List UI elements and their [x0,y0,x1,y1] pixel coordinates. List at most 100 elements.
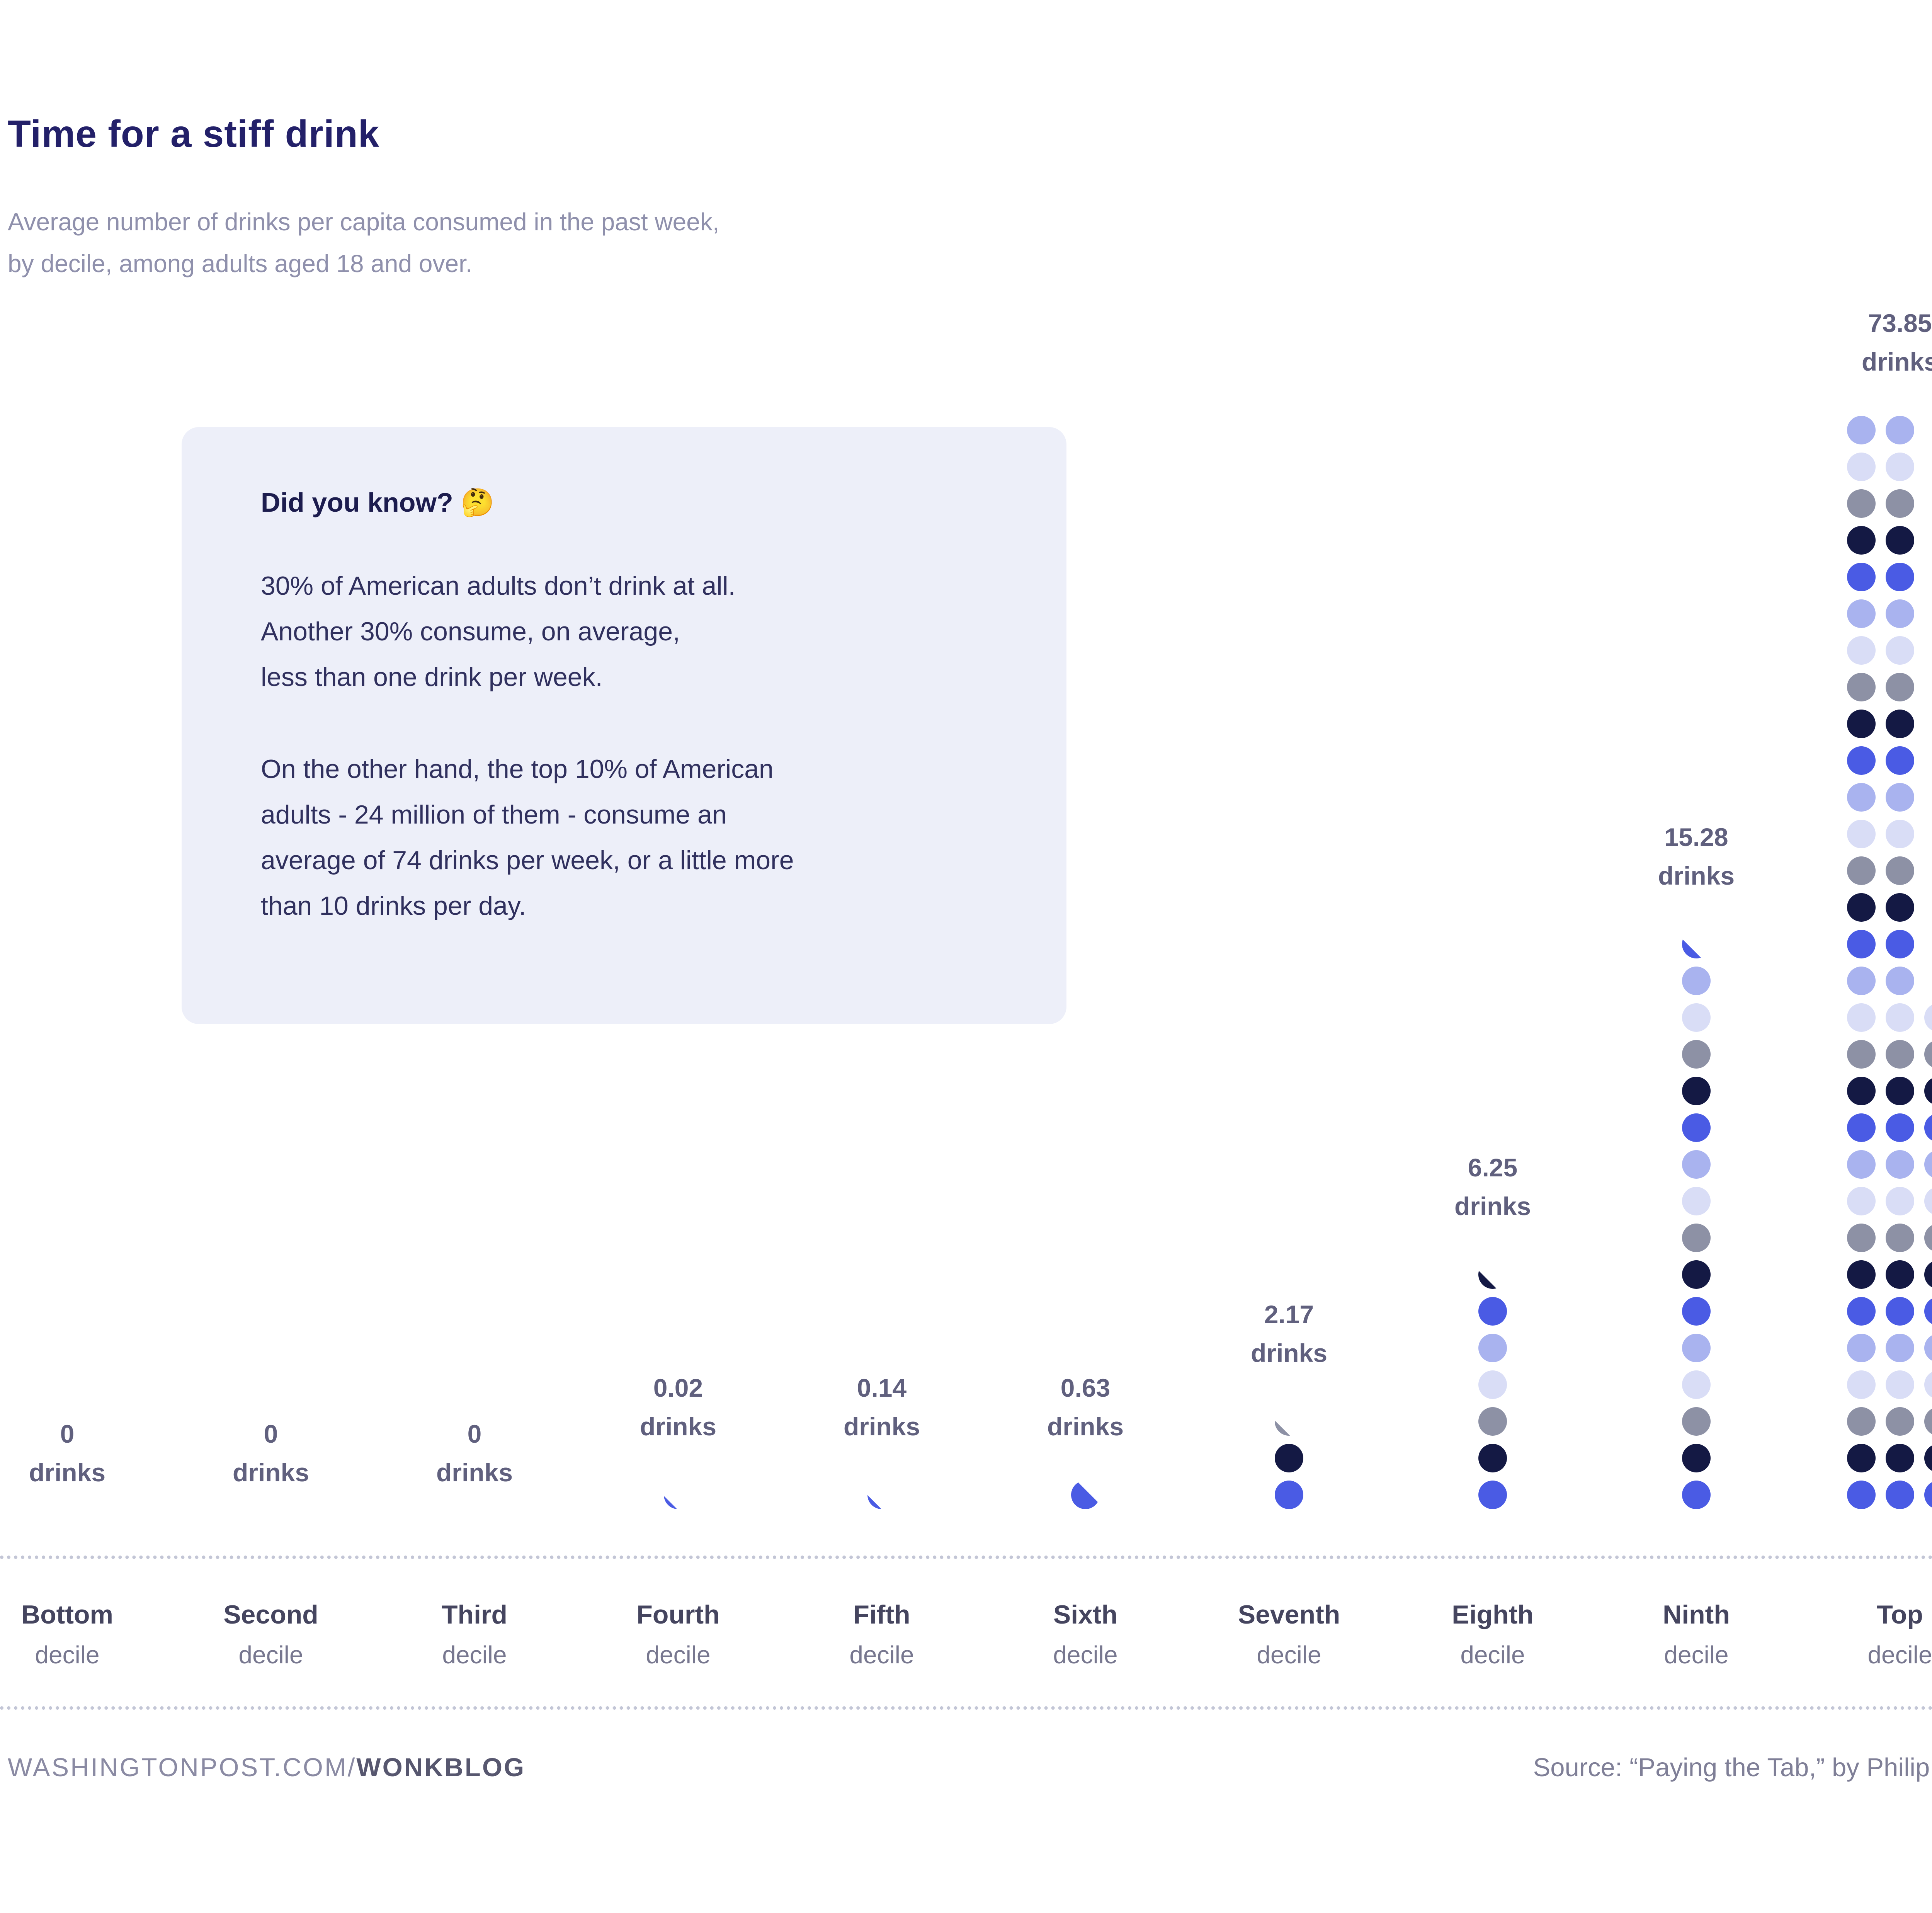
dot [1275,1444,1303,1472]
partial-dot-shape [1071,1482,1098,1509]
dot [1847,1224,1876,1252]
dot [1886,1260,1914,1289]
value-label: 0 drinks [232,1419,310,1487]
dot [1847,967,1876,995]
dot [1847,563,1876,591]
axis-separator-line [0,1556,1932,1559]
partial-dot [1478,1271,1497,1289]
dot [1886,1077,1914,1105]
dot [1886,1297,1914,1326]
dot [1924,1370,1932,1399]
dot [1682,1040,1711,1069]
dot [1682,1150,1711,1179]
dot [1682,1370,1711,1399]
partial-dot [1682,939,1701,958]
decile-label: Fourth [636,1600,720,1629]
dot [1847,1407,1876,1436]
dot [1924,1297,1932,1326]
dot [1682,1407,1711,1436]
dot [1847,1003,1876,1032]
did-you-know-callout: Did you know? 🤔 30% of American adults d… [182,427,1066,1024]
dot [1847,416,1876,444]
decile-label: Third [442,1600,507,1629]
dot [1886,856,1914,885]
partial-dot-shape [1924,1003,1932,1032]
chart-subtitle: Average number of drinks per capita cons… [8,208,719,277]
value-label: 0.02 drinks [639,1373,717,1441]
dot [1886,599,1914,628]
dot [1886,746,1914,775]
dot [1886,1444,1914,1472]
partial-dot-shape [1275,1420,1290,1436]
dot [1682,1113,1711,1142]
dot [1886,1113,1914,1142]
value-label: 73.85 drinks [1861,309,1932,376]
dot [1924,1444,1932,1472]
dot [1924,1260,1932,1289]
decile-sublabel: decile [646,1641,711,1669]
dot [1847,1077,1876,1105]
dot [1886,1003,1914,1032]
footer-separator-line [0,1706,1932,1710]
dot [1886,1224,1914,1252]
dot [1924,1224,1932,1252]
dot [1847,673,1876,701]
footer-site-bold: WONKBLOG [356,1753,526,1782]
dot [1924,1150,1932,1179]
dot [1847,599,1876,628]
dot [1924,1407,1932,1436]
dot [1886,967,1914,995]
dot [1682,1003,1711,1032]
decile-sublabel: decile [442,1641,507,1669]
dot [1886,1040,1914,1069]
dot [1886,563,1914,591]
partial-dot [664,1496,677,1509]
dot [1847,1040,1876,1069]
dot [1886,1150,1914,1179]
dot [1847,489,1876,518]
decile-sublabel: decile [238,1641,303,1669]
dot [1886,673,1914,701]
decile-sublabel: decile [1867,1641,1932,1669]
decile-label: Ninth [1663,1600,1730,1629]
dot [1847,746,1876,775]
dot [1682,1481,1711,1509]
value-label: 15.28 drinks [1658,823,1735,890]
dot [1478,1370,1507,1399]
partial-dot [1071,1482,1098,1509]
decile-label: Bottom [21,1600,113,1629]
dot [1924,1113,1932,1142]
dot [1886,416,1914,444]
dot [1682,1260,1711,1289]
value-label: 0.63 drinks [1047,1373,1124,1441]
decile-sublabel: decile [1460,1641,1525,1669]
dot [1886,489,1914,518]
dot [1682,1077,1711,1105]
decile-sublabel: decile [1664,1641,1729,1669]
dot [1924,1481,1932,1509]
dot [1886,820,1914,848]
dot [1847,1370,1876,1399]
dot [1847,1444,1876,1472]
dot [1847,1260,1876,1289]
value-label: 0.14 drinks [843,1373,920,1441]
decile-sublabel: decile [35,1641,100,1669]
dot [1847,710,1876,738]
dot [1924,1077,1932,1105]
partial-dot [1924,1003,1932,1032]
dot [1478,1334,1507,1362]
footer-source: Source: “Paying the Tab,” by Philip J. C… [1533,1753,1932,1782]
callout-paragraph-1: 30% of American adults don’t drink at al… [261,571,736,692]
dot [1847,1187,1876,1215]
partial-dot-shape [1478,1271,1497,1289]
dot [1847,1481,1876,1509]
dot [1886,783,1914,812]
dot [1682,1297,1711,1326]
value-label: 0 drinks [29,1419,106,1487]
dot [1847,1113,1876,1142]
dot [1886,1407,1914,1436]
decile-label: Sixth [1053,1600,1118,1629]
dot [1478,1297,1507,1326]
dot [1478,1407,1507,1436]
